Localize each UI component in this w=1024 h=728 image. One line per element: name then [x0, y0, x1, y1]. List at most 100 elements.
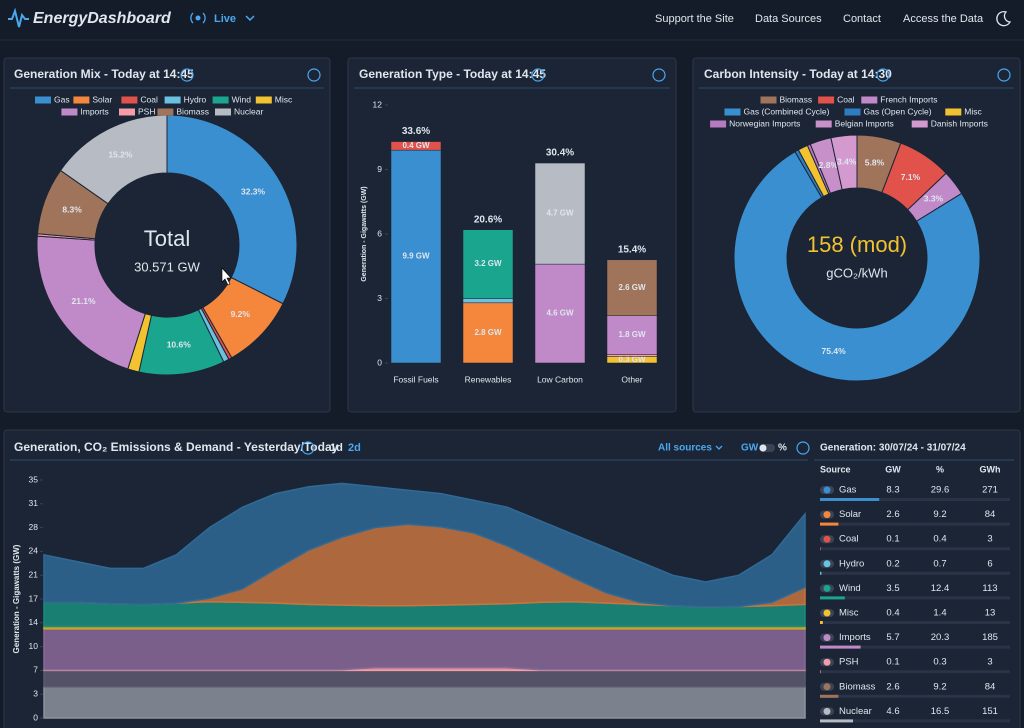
slice-label: 3.4% — [837, 156, 857, 166]
row-pct: 0.7 — [933, 558, 946, 569]
y-tick-label: 12 — [373, 99, 383, 109]
legend-label: Hydro — [184, 94, 207, 104]
legend-label: Gas — [54, 94, 70, 104]
row-bar-track — [820, 621, 1010, 624]
nav-link[interactable]: Data Sources — [755, 13, 822, 25]
legend-swatch — [157, 108, 174, 116]
row-gw: 5.7 — [886, 632, 899, 643]
legend-label: Norwegian Imports — [729, 118, 800, 128]
row-gw: 4.6 — [886, 706, 899, 717]
row-name: Biomass — [839, 681, 876, 692]
row-bar — [820, 670, 821, 674]
row-color-dot — [823, 683, 831, 691]
cursor — [221, 267, 232, 286]
area-layer — [43, 669, 806, 688]
info-icon[interactable] — [301, 441, 315, 455]
refresh-icon[interactable] — [796, 441, 810, 455]
row-name: Nuclear — [839, 706, 872, 717]
row-bar-track — [820, 596, 1010, 600]
nav-link[interactable]: Access the Data — [903, 13, 984, 25]
center-value: 158 (mod) — [807, 232, 907, 257]
row-color-dot — [823, 535, 831, 543]
legend-swatch — [212, 96, 229, 104]
row-bar — [820, 621, 823, 624]
legend-label: Imports — [80, 106, 108, 116]
share-label: 33.6% — [402, 126, 430, 137]
row-gwh: 113 — [982, 583, 997, 594]
segment-label: 1.8 GW — [618, 330, 646, 339]
refresh-icon[interactable] — [307, 68, 321, 82]
source-select[interactable]: All sources — [658, 443, 712, 454]
center-unit: gCO₂/kWh — [826, 265, 887, 280]
y-tick-label: 24 — [29, 546, 39, 556]
bar-segment — [462, 298, 514, 304]
row-gwh: 84 — [985, 681, 996, 692]
legend-label: Solar — [92, 94, 112, 104]
brand[interactable]: EnergyDashboard — [33, 10, 172, 27]
legend-label: Danish Imports — [931, 118, 988, 128]
row-bar — [820, 719, 853, 723]
slice-label: 5.8% — [865, 157, 885, 167]
legend-swatch — [724, 108, 741, 116]
row-bar — [820, 596, 845, 600]
bar-segment — [606, 259, 658, 316]
refresh-icon[interactable] — [652, 68, 666, 82]
row-name: Solar — [839, 509, 861, 520]
range-tab-active[interactable]: 2d — [348, 442, 361, 454]
info-icon[interactable] — [180, 68, 194, 82]
info-icon[interactable] — [531, 68, 545, 82]
row-bar — [820, 498, 880, 501]
y-axis-label: Generation - Gigawatts (GW) — [361, 186, 368, 281]
y-tick-label: 3 — [33, 688, 38, 698]
segment-label: 2.6 GW — [618, 283, 646, 292]
row-bar — [820, 522, 839, 526]
legend-swatch — [911, 120, 928, 128]
unit-toggle-knob[interactable] — [759, 444, 767, 452]
bar-segment — [462, 229, 514, 299]
unit-option[interactable]: GW — [741, 443, 759, 454]
row-color-dot — [823, 609, 831, 617]
row-gwh: 13 — [985, 608, 996, 619]
nav-link[interactable]: Support the Site — [655, 13, 734, 25]
unit-option[interactable]: % — [778, 443, 787, 454]
legend-label: Misc — [964, 106, 982, 116]
y-tick-label: 0 — [377, 357, 382, 367]
row-color-dot — [823, 560, 831, 568]
row-bar — [820, 571, 822, 575]
y-tick-label: 9 — [377, 164, 382, 174]
y-tick-label: 35 — [29, 474, 39, 484]
legend-label: PSH — [138, 106, 155, 116]
row-bar-track — [820, 547, 1010, 551]
refresh-icon[interactable] — [997, 68, 1011, 82]
y-tick-label: 21 — [29, 569, 39, 579]
segment-label: 0.3 GW — [618, 355, 646, 364]
y-tick-label: 17 — [29, 593, 39, 603]
legend-label: Coal — [140, 94, 158, 104]
nav-link[interactable]: Contact — [843, 13, 881, 25]
x-tick-label: Renewables — [465, 374, 512, 384]
row-bar — [820, 547, 821, 551]
logo-icon — [8, 7, 29, 28]
theme-toggle[interactable] — [996, 11, 1012, 27]
table-header: % — [936, 464, 944, 474]
live-chevron[interactable] — [245, 15, 255, 22]
legend-label: Gas (Combined Cycle) — [744, 106, 830, 116]
row-gwh: 185 — [982, 632, 998, 643]
row-pct: 20.3 — [931, 632, 950, 643]
y-tick-label: 3 — [377, 293, 382, 303]
live-button[interactable]: Live — [214, 13, 236, 25]
bar-segment — [462, 302, 514, 364]
bar-segment — [390, 141, 442, 151]
slice-label: 75.4% — [822, 346, 847, 356]
info-icon[interactable] — [876, 68, 890, 82]
live-icon-waves — [190, 12, 206, 24]
info-icons[interactable] — [180, 68, 1011, 455]
slice-label: 9.2% — [231, 309, 251, 319]
range-tab[interactable]: 1d — [330, 442, 343, 454]
row-gwh: 84 — [985, 509, 996, 520]
row-bar-track — [820, 670, 1010, 674]
panel-title: Generation, CO₂ Emissions & Demand - Yes… — [14, 440, 339, 454]
y-tick-label: 31 — [29, 498, 39, 508]
source-chevron[interactable] — [715, 445, 723, 450]
